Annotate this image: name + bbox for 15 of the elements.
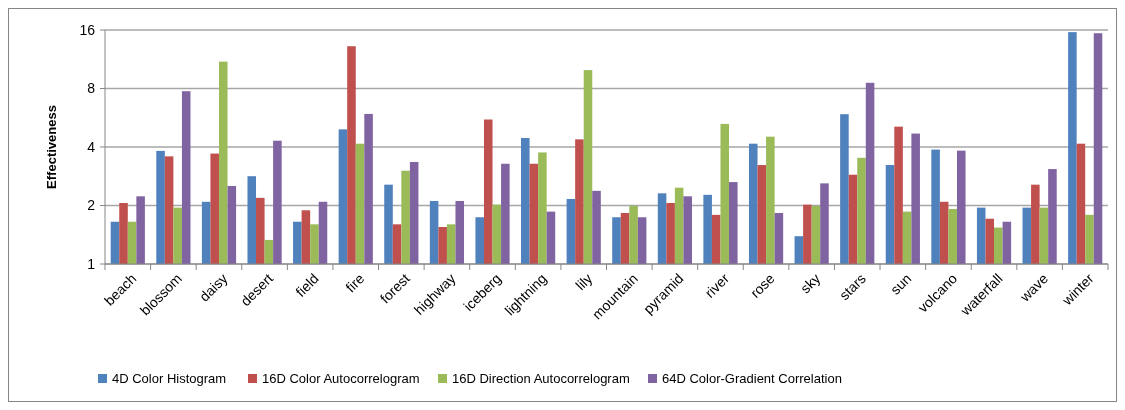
legend-label: 64D Color-Gradient Correlation xyxy=(662,371,842,387)
legend-label: 4D Color Histogram xyxy=(112,371,227,387)
y-tick-label: 16 xyxy=(79,21,96,38)
y-tick-label: 4 xyxy=(87,138,96,155)
x-tick-label: sky xyxy=(797,270,824,297)
y-tick-label: 8 xyxy=(87,80,96,97)
y-tick-label: 1 xyxy=(87,255,96,272)
y-axis-title: Effectiveness xyxy=(44,105,59,189)
y-tick-label: 2 xyxy=(87,197,96,214)
x-tick-label: rose xyxy=(747,270,778,301)
x-tick-label: fire xyxy=(342,270,368,296)
legend-label: 16D Direction Autocorrelogram xyxy=(452,371,630,387)
x-tick-label: sun xyxy=(887,270,915,298)
legend-label: 16D Color Autocorrelogram xyxy=(262,371,420,387)
x-tick-label: lily xyxy=(572,270,596,294)
